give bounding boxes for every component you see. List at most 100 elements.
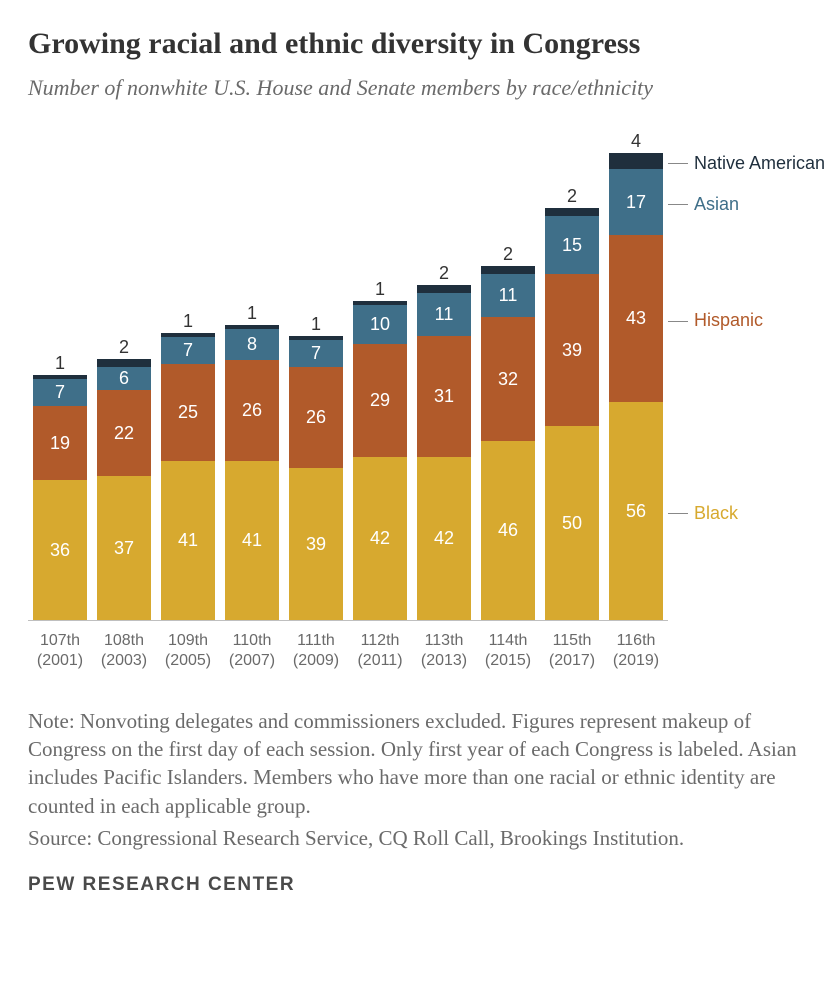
bar-segment-asian: 17 (609, 169, 663, 235)
bar-stack: 2113142 (417, 285, 471, 620)
bar-value-label: 2 (545, 187, 599, 208)
bar-segment-hispanic: 19 (33, 406, 87, 480)
bar-segment-black: 36 (33, 480, 87, 620)
legend-label: Hispanic (694, 310, 763, 330)
footnote: Note: Nonvoting delegates and commission… (28, 707, 812, 820)
x-axis-label: 116th(2019) (604, 631, 668, 671)
legend-item-native: Native American (668, 153, 825, 174)
bar-value-label: 1 (161, 312, 215, 333)
bar-stack: 172541 (161, 333, 215, 620)
legend: Native AmericanAsianHispanicBlack (668, 131, 812, 671)
bar-stack: 2153950 (545, 208, 599, 620)
x-axis-label: 115th(2017) (540, 631, 604, 671)
bar-segment-native: 2 (545, 208, 599, 216)
x-axis-label: 109th(2005) (156, 631, 220, 671)
chart-title: Growing racial and ethnic diversity in C… (28, 26, 812, 62)
bar-column: 172541 (156, 131, 220, 620)
bar-column: 4174356 (604, 131, 668, 620)
bar-segment-asian: 8 (225, 329, 279, 360)
bar-stack: 2113246 (481, 266, 535, 620)
legend-item-hispanic: Hispanic (668, 310, 763, 331)
bar-segment-asian: 11 (417, 293, 471, 336)
bar-segment-hispanic: 31 (417, 336, 471, 457)
bar-value-label: 2 (417, 264, 471, 285)
x-axis-label: 110th(2007) (220, 631, 284, 671)
legend-connector (668, 513, 688, 514)
bar-segment-hispanic: 22 (97, 390, 151, 476)
bar-segment-asian: 7 (161, 337, 215, 364)
bars-group: 1719362622371725411826411726391102942211… (28, 131, 668, 620)
chart-container: Growing racial and ethnic diversity in C… (0, 0, 840, 916)
bar-segment-native: 1 (353, 301, 407, 305)
bar-column: 262237 (92, 131, 156, 620)
legend-label: Asian (694, 194, 739, 214)
x-axis-label: 107th(2001) (28, 631, 92, 671)
bar-segment-hispanic: 39 (545, 274, 599, 426)
bar-segment-asian: 6 (97, 367, 151, 390)
bar-segment-native: 2 (417, 285, 471, 293)
legend-connector (668, 163, 688, 164)
chart-subtitle: Number of nonwhite U.S. House and Senate… (28, 74, 812, 103)
bar-segment-asian: 15 (545, 216, 599, 274)
bar-value-label: 2 (481, 245, 535, 266)
bar-value-label: 1 (33, 354, 87, 375)
bar-stack: 262237 (97, 359, 151, 620)
brand-label: PEW RESEARCH CENTER (28, 874, 812, 896)
legend-item-black: Black (668, 503, 738, 524)
bar-column: 171936 (28, 131, 92, 620)
chart-row: 1719362622371725411826411726391102942211… (28, 131, 812, 671)
legend-connector (668, 321, 688, 322)
bar-stack: 1102942 (353, 301, 407, 620)
bar-segment-hispanic: 29 (353, 344, 407, 457)
bar-segment-native: 1 (289, 336, 343, 340)
bar-column: 2113246 (476, 131, 540, 620)
legend-label: Black (694, 503, 738, 523)
x-axis-label: 113th(2013) (412, 631, 476, 671)
bar-segment-asian: 7 (289, 340, 343, 367)
bar-segment-native: 2 (481, 266, 535, 274)
legend-label: Native American (694, 153, 825, 173)
bar-segment-black: 56 (609, 402, 663, 620)
x-axis-label: 111th(2009) (284, 631, 348, 671)
x-axis-label: 114th(2015) (476, 631, 540, 671)
bar-segment-native: 2 (97, 359, 151, 367)
bar-segment-black: 42 (353, 457, 407, 620)
bar-segment-native: 1 (33, 375, 87, 379)
bar-column: 2113142 (412, 131, 476, 620)
bar-segment-native: 4 (609, 153, 663, 169)
bar-segment-hispanic: 26 (289, 367, 343, 468)
x-axis-label: 112th(2011) (348, 631, 412, 671)
bar-segment-asian: 7 (33, 379, 87, 406)
bar-value-label: 2 (97, 338, 151, 359)
bar-segment-native: 1 (225, 325, 279, 329)
bar-segment-hispanic: 25 (161, 364, 215, 461)
bar-value-label: 1 (353, 280, 407, 301)
bar-column: 2153950 (540, 131, 604, 620)
bar-segment-hispanic: 43 (609, 235, 663, 402)
bar-segment-asian: 10 (353, 305, 407, 344)
legend-item-asian: Asian (668, 194, 739, 215)
x-axis-labels: 107th(2001)108th(2003)109th(2005)110th(2… (28, 631, 668, 671)
bar-stack: 182641 (225, 325, 279, 620)
bar-column: 172639 (284, 131, 348, 620)
x-axis-label: 108th(2003) (92, 631, 156, 671)
bar-segment-black: 37 (97, 476, 151, 620)
bar-segment-black: 41 (225, 461, 279, 620)
bar-value-label: 1 (225, 304, 279, 325)
source-line: Source: Congressional Research Service, … (28, 824, 812, 852)
bar-stack: 171936 (33, 375, 87, 620)
bar-segment-black: 39 (289, 468, 343, 620)
bar-segment-native: 1 (161, 333, 215, 337)
bar-segment-asian: 11 (481, 274, 535, 317)
stacked-bar-chart: 1719362622371725411826411726391102942211… (28, 131, 668, 671)
bar-value-label: 4 (609, 132, 663, 153)
bar-column: 182641 (220, 131, 284, 620)
bar-column: 1102942 (348, 131, 412, 620)
bar-value-label: 1 (289, 315, 343, 336)
bar-segment-black: 46 (481, 441, 535, 620)
bar-segment-black: 50 (545, 426, 599, 620)
bar-segment-black: 41 (161, 461, 215, 620)
plot-area: 1719362622371725411826411726391102942211… (28, 131, 668, 621)
bar-stack: 4174356 (609, 153, 663, 620)
legend-connector (668, 204, 688, 205)
